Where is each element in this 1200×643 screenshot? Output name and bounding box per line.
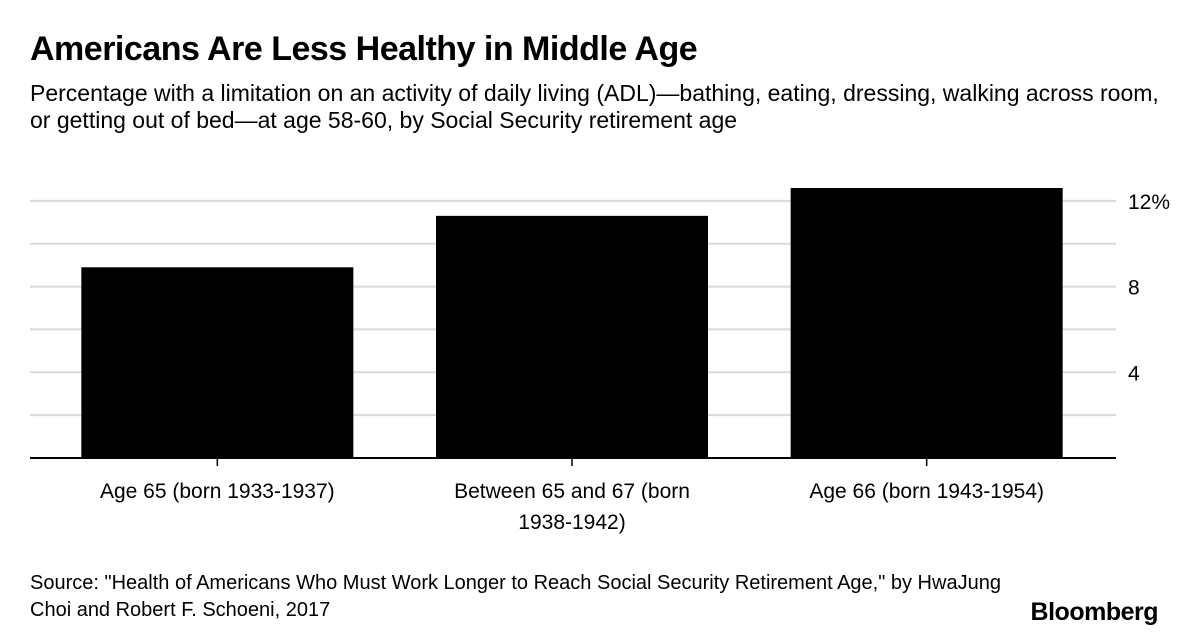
y-tick-label: 4 [1128,362,1140,385]
bar [81,267,354,458]
x-tick-label: Between 65 and 67 (born [454,480,690,503]
y-tick-label: 12% [1128,191,1170,214]
chart-subtitle: Percentage with a limitation on an activ… [30,80,1159,133]
bar [790,188,1063,458]
chart-title: Americans Are Less Healthy in Middle Age [30,30,698,68]
bloomberg-logo: Bloomberg [1030,598,1159,626]
x-tick-label: 1938-1942) [518,511,625,534]
x-axis-labels: Age 65 (born 1933-1937) Between 65 and 67… [100,480,1044,534]
x-axis [30,457,1116,466]
bar [436,215,708,458]
bars [81,188,1063,458]
x-tick-label: Age 65 (born 1933-1937) [100,480,335,503]
x-tick-label: Age 66 (born 1943-1954) [809,480,1044,503]
y-tick-label: 8 [1128,277,1140,300]
source-note: Source: "Health of Americans Who Must Wo… [30,572,1001,621]
y-axis-labels: 4 8 12% [1128,191,1170,385]
